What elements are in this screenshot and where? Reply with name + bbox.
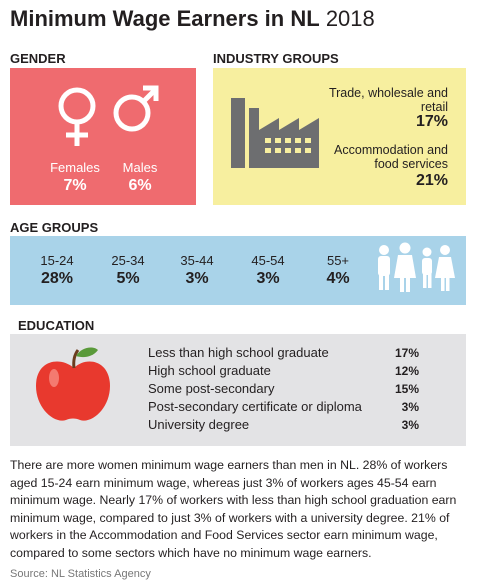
education-value: 3% [401,400,419,414]
age-label: 35-44 [180,253,214,268]
education-label: High school graduate [148,363,271,378]
industry-panel: Trade, wholesale and retail 17% Accommod… [213,68,466,205]
gender-label: Males [122,160,158,175]
industry-label: Trade, wholesale and retail [328,86,448,114]
age-value: 28% [40,270,74,287]
education-label: University degree [148,417,250,432]
age-label: 15-24 [40,253,74,268]
age-value: 4% [326,270,350,287]
industry-value: 21% [415,172,448,189]
age-value: 3% [256,270,280,287]
title: Minimum Wage Earners in NL 2018 [10,6,375,32]
education-value: 3% [401,418,419,432]
education-label: Less than high school graduate [148,345,329,360]
industry-value: 17% [415,113,448,130]
gender-value: 6% [128,177,152,194]
gender-label: Females [50,160,100,175]
industry-label: Accommodation and food services [334,143,448,171]
section-heading: AGE GROUPS [10,220,99,235]
title-main: Minimum Wage Earners in NL [10,6,320,31]
education-value: 15% [394,382,419,396]
people-icon [378,242,455,292]
title-year: 2018 [325,6,375,31]
female-icon [58,87,96,146]
education-label: Post-secondary certificate or diploma [148,399,362,414]
male-icon [113,85,159,132]
education-value: 17% [394,346,419,360]
section-heading: EDUCATION [18,318,95,333]
section-heading: INDUSTRY GROUPS [213,51,339,66]
age-label: 25-34 [111,253,145,268]
summary: There are more women minimum wage earner… [10,458,457,560]
factory-icon [231,98,319,168]
education-label: Some post-secondary [148,381,275,396]
source: Source: NL Statistics Agency [10,568,151,580]
gender-icons [58,85,159,146]
apple-icon [36,347,110,421]
age-label: 55+ [326,253,350,268]
age-value: 3% [185,270,209,287]
education-panel: Less than high school graduate 17% High sc… [10,334,466,446]
age-value: 5% [116,270,140,287]
gender-panel: Females 7% Males 6% [10,68,196,205]
education-value: 12% [394,364,419,378]
gender-value: 7% [63,177,87,194]
age-panel: 15-24 28% 25-34 5% 35-44 3% 45-54 3% 55+ 4% [10,236,466,305]
section-heading: GENDER [10,51,66,66]
age-label: 45-54 [251,253,285,268]
